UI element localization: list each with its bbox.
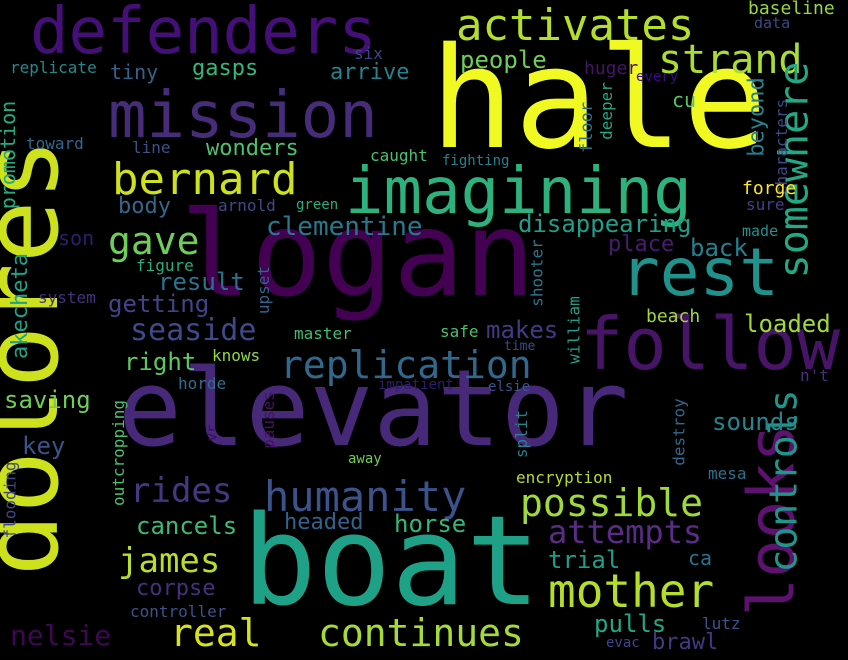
word: tiny — [110, 60, 159, 84]
word: cu — [672, 88, 697, 112]
word: time — [504, 339, 536, 354]
word: bernard — [112, 154, 298, 205]
word: evac — [606, 635, 640, 651]
word: place — [608, 232, 675, 257]
word: toward — [26, 134, 84, 153]
word: ca — [688, 546, 713, 570]
word: wonders — [206, 136, 299, 161]
word: master — [294, 324, 352, 343]
word: real — [170, 611, 262, 655]
word: elsie — [488, 379, 531, 395]
word: baseline — [748, 0, 835, 19]
word: akecheta — [7, 253, 33, 359]
word: beyond — [744, 77, 770, 157]
word: logan — [180, 185, 536, 323]
word: shooter — [527, 239, 547, 307]
word: rides — [130, 471, 233, 511]
word: forge — [742, 178, 797, 199]
word: sure — [746, 195, 785, 214]
word: activates — [456, 0, 695, 51]
word: imagining — [345, 155, 692, 229]
word: possible — [520, 481, 704, 525]
word: made — [742, 222, 779, 240]
word: nelsie — [10, 619, 112, 652]
word: mission — [108, 79, 378, 153]
word: continues — [318, 611, 524, 655]
word: pulls — [594, 610, 667, 638]
word: mesa — [708, 464, 747, 483]
word: arnold — [218, 196, 276, 215]
word: attempts — [548, 513, 703, 551]
word: fighting — [442, 153, 510, 169]
word: right — [124, 348, 197, 376]
word: lutz — [702, 614, 741, 633]
word: line — [132, 138, 171, 157]
word: away — [348, 451, 382, 467]
word: vr — [204, 424, 221, 442]
word: gave — [108, 219, 200, 263]
word: key — [22, 432, 66, 460]
word: corpse — [136, 576, 216, 601]
word: destroy — [669, 398, 689, 466]
word: impatient — [378, 377, 454, 393]
word: back — [690, 234, 748, 262]
word: defenders — [30, 0, 377, 69]
word: son — [58, 226, 95, 250]
word: safe — [440, 322, 479, 341]
word: encryption — [516, 468, 613, 487]
word: james — [118, 541, 221, 581]
word: people — [460, 46, 547, 74]
word: system — [38, 288, 96, 307]
word: boat — [242, 490, 541, 634]
word: replicate — [10, 58, 97, 77]
word: seaside — [130, 313, 257, 348]
word: loaded — [744, 310, 831, 338]
word: getting — [108, 290, 210, 318]
word: brawl — [652, 630, 719, 655]
word: promotion — [0, 100, 21, 210]
word: knows — [212, 346, 261, 365]
word: flooding — [0, 461, 20, 539]
word: upset — [254, 265, 274, 315]
word: hale — [430, 18, 768, 181]
word: floor — [577, 101, 598, 154]
word: clementine — [266, 212, 423, 242]
word: n't — [800, 366, 829, 385]
word: saving — [4, 386, 91, 414]
word: outcropping — [108, 400, 128, 506]
word: humanity — [264, 472, 467, 521]
word: figure — [136, 256, 194, 275]
word: green — [296, 197, 339, 213]
word: horse — [394, 510, 467, 538]
word: deeper — [596, 82, 616, 140]
word: split — [512, 409, 532, 459]
word: cancels — [136, 512, 238, 540]
word: body — [118, 194, 171, 219]
word: william — [564, 296, 584, 364]
word: result — [158, 268, 245, 296]
word: rest — [620, 234, 779, 311]
word: six — [354, 44, 383, 63]
word: beach — [646, 306, 701, 327]
word: trial — [548, 546, 621, 574]
word: elevator — [118, 347, 629, 470]
word: replication — [280, 343, 532, 387]
word: horde — [178, 374, 227, 393]
word: strand — [658, 37, 803, 83]
word: mother — [548, 564, 715, 618]
word: arrive — [330, 60, 410, 85]
word: caught — [370, 146, 428, 165]
word: controller — [130, 602, 227, 621]
word: gasps — [192, 56, 259, 81]
word: headed — [284, 510, 364, 535]
word: sounds — [712, 408, 799, 436]
word: disappearing — [518, 210, 692, 238]
word: pauses — [258, 391, 278, 449]
word: every — [636, 69, 679, 85]
word: makes — [486, 316, 559, 344]
word: follow — [580, 302, 841, 386]
word: huger — [584, 58, 639, 79]
word: data — [754, 14, 791, 32]
